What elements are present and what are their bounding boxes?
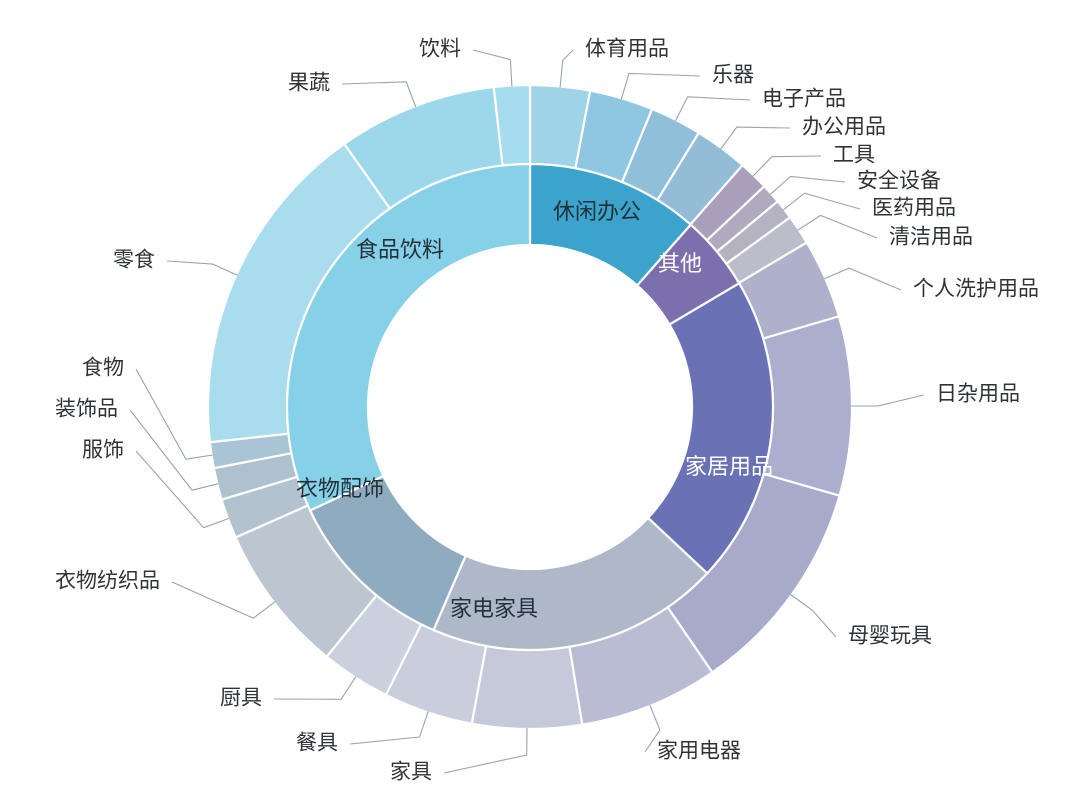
outer-label-jiaju: 家具	[390, 761, 432, 784]
outer-label-yiyao: 医药用品	[872, 197, 956, 220]
outer-label-yinliao: 饮料	[419, 38, 461, 61]
outer-label-gongju: 工具	[833, 144, 875, 167]
leader-line-zhuangshi	[129, 409, 219, 491]
leader-line-lingshi	[166, 260, 238, 276]
inner-label-qita: 其他	[658, 251, 702, 276]
leader-line-gerenxihu	[824, 267, 902, 291]
leader-line-leqi	[620, 72, 701, 100]
inner-slice-2[interactable]	[646, 281, 775, 575]
outer-label-gerenxihu: 个人洗护用品	[913, 278, 1039, 301]
outer-label-shiwu: 食物	[82, 357, 124, 380]
outer-label-lingshi: 零食	[113, 249, 155, 272]
outer-label-yiwufang: 衣物纺织品	[55, 570, 160, 593]
outer-label-bangong: 办公用品	[802, 116, 886, 139]
leader-line-jiayong	[644, 704, 661, 753]
outer-label-fushi: 服饰	[82, 439, 124, 462]
leader-line-chuju	[273, 676, 357, 700]
inner-label-shipin: 食品饮料	[356, 237, 444, 262]
inner-ring-group	[285, 162, 775, 652]
inner-label-xiuxian: 休闲办公	[553, 199, 641, 224]
outer-label-dianzi: 电子产品	[762, 88, 846, 111]
leader-line-riza	[850, 394, 925, 407]
outer-label-qingjie: 清洁用品	[889, 226, 973, 249]
leader-line-yiwufang	[171, 581, 276, 619]
leader-line-gongju	[752, 155, 822, 177]
outer-label-guoshu: 果蔬	[288, 72, 330, 95]
leader-line-shiwu	[135, 368, 213, 460]
leader-line-guoshu	[341, 81, 417, 108]
outer-label-leqi: 乐器	[712, 64, 754, 87]
leader-line-fushi	[135, 450, 230, 529]
inner-label-yiwupeishi: 衣物配饰	[296, 476, 384, 501]
leader-lines-group	[129, 49, 925, 774]
inner-slice-5[interactable]	[285, 162, 532, 512]
leader-line-bangong	[720, 126, 791, 150]
outer-label-zhuangshi: 装饰品	[55, 398, 118, 421]
leader-line-anquan	[770, 175, 846, 195]
outer-label-tiyu: 体育用品	[585, 38, 669, 61]
outer-slice-9[interactable]	[761, 315, 854, 498]
outer-label-chuju: 厨具	[220, 687, 262, 710]
leader-line-jiaju	[443, 727, 528, 774]
outer-labels-group: 体育用品乐器电子产品办公用品工具安全设备医药用品清洁用品个人洗护用品日杂用品母婴…	[55, 38, 1039, 784]
outer-ring-group	[206, 83, 854, 731]
leader-line-canju	[349, 711, 429, 745]
outer-label-muying: 母婴玩具	[848, 625, 932, 648]
outer-label-canju: 餐具	[296, 732, 338, 755]
outer-slice-12[interactable]	[470, 644, 584, 731]
inner-label-jiajuyp: 家居用品	[685, 454, 773, 479]
leader-line-dianzi	[675, 96, 751, 122]
leader-line-muying	[790, 594, 837, 638]
outer-label-riza: 日杂用品	[936, 383, 1020, 406]
outer-label-anquan: 安全设备	[857, 170, 941, 193]
outer-label-jiayong: 家用电器	[657, 740, 741, 763]
leader-line-tiyu	[559, 49, 574, 88]
leader-line-yinliao	[472, 49, 513, 87]
leader-line-yiyao	[782, 192, 861, 211]
leader-line-qingjie	[797, 214, 878, 239]
inner-label-jiadian: 家电家具	[450, 596, 538, 621]
